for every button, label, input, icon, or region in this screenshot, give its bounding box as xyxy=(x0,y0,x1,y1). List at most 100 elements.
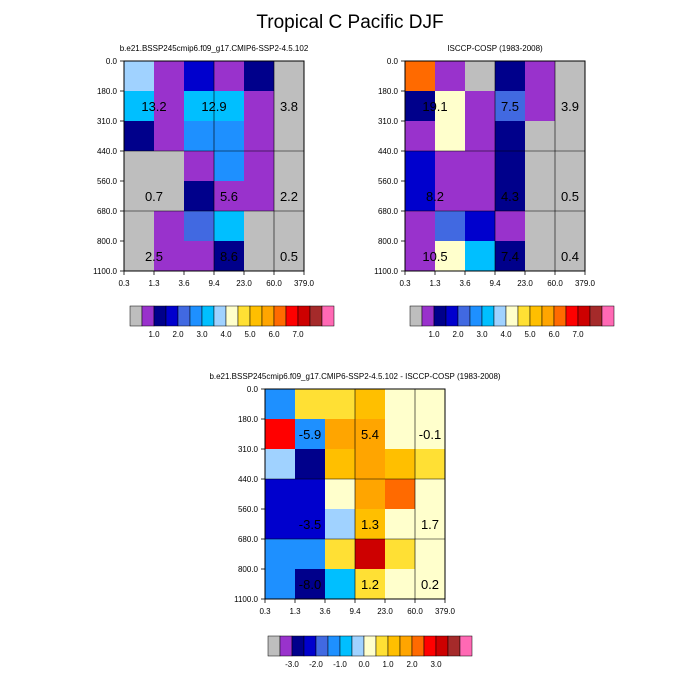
colorbar-swatch xyxy=(279,635,293,657)
heatmap-cell xyxy=(555,91,586,122)
heatmap-cell xyxy=(184,91,215,122)
plots: b.e21.BSSP245cmip6.f09_g17.CMIP6-SSP2-4.… xyxy=(93,44,615,669)
heatmap-cell xyxy=(295,569,326,600)
y-tick-label: 180.0 xyxy=(238,415,259,424)
heatmap-cell xyxy=(555,61,586,92)
y-tick-label: 440.0 xyxy=(97,147,118,156)
heatmap-cell xyxy=(405,61,436,92)
cell-value-label: 8.6 xyxy=(220,249,238,264)
heatmap-cell xyxy=(184,61,215,92)
heatmap-cell xyxy=(405,91,436,122)
heatmap-cell xyxy=(415,509,446,540)
colorbar-label: 7.0 xyxy=(572,330,584,339)
colorbar-label: 5.0 xyxy=(524,330,536,339)
heatmap-cell xyxy=(325,419,356,450)
colorbar-swatch xyxy=(201,305,215,327)
colorbar-swatch xyxy=(517,305,531,327)
heatmap-cell xyxy=(465,121,496,152)
heatmap-cell xyxy=(405,211,436,242)
heatmap-cell xyxy=(435,121,466,152)
heatmap-cell xyxy=(385,419,416,450)
heatmap-cell xyxy=(525,181,556,212)
heatmap-cell xyxy=(495,241,526,272)
cell-value-label: 0.7 xyxy=(145,189,163,204)
heatmap-cell xyxy=(265,389,296,420)
colorbar-swatch xyxy=(363,635,377,657)
cell-value-label: 8.2 xyxy=(426,189,444,204)
colorbar-swatch xyxy=(327,635,341,657)
colorbar-label: 1.0 xyxy=(382,660,394,669)
heatmap-cell xyxy=(525,61,556,92)
heatmap-cell xyxy=(295,449,326,480)
heatmap-cell xyxy=(244,121,275,152)
heatmap-cell xyxy=(415,479,446,510)
colorbar-swatch xyxy=(249,305,263,327)
heatmap-cell xyxy=(555,151,586,182)
cell-value-label: 0.2 xyxy=(421,577,439,592)
x-tick-label: 9.4 xyxy=(208,279,220,288)
cell-value-label: 2.2 xyxy=(280,189,298,204)
colorbar-swatch xyxy=(541,305,555,327)
heatmap-cell xyxy=(244,181,275,212)
heatmap-cell xyxy=(154,61,185,92)
cell-value-label: -0.1 xyxy=(419,427,441,442)
cell-value-label: 1.2 xyxy=(361,577,379,592)
colorbar-swatch xyxy=(273,305,287,327)
heatmap-cell xyxy=(295,539,326,570)
x-tick-label: 1.3 xyxy=(289,607,301,616)
heatmap-cell xyxy=(465,61,496,92)
x-tick-label: 60.0 xyxy=(547,279,563,288)
cell-value-label: 7.5 xyxy=(501,99,519,114)
heatmap-cell xyxy=(325,479,356,510)
x-tick-label: 60.0 xyxy=(407,607,423,616)
colorbar-swatch xyxy=(411,635,425,657)
colorbar-swatch xyxy=(375,635,389,657)
heatmap-cell xyxy=(154,241,185,272)
colorbar-label: 6.0 xyxy=(548,330,560,339)
colorbar-label: 3.0 xyxy=(476,330,488,339)
heatmap-cell xyxy=(124,121,155,152)
colorbar-swatch xyxy=(577,305,591,327)
heatmap-cell xyxy=(495,151,526,182)
heatmap-cell xyxy=(385,479,416,510)
cell-value-label: -3.5 xyxy=(299,517,321,532)
heatmap-cell xyxy=(465,181,496,212)
cell-value-label: 3.9 xyxy=(561,99,579,114)
y-tick-label: 310.0 xyxy=(97,117,118,126)
heatmap-cell xyxy=(385,569,416,600)
heatmap-cell xyxy=(325,389,356,420)
x-tick-label: 23.0 xyxy=(517,279,533,288)
heatmap-cell xyxy=(525,91,556,122)
heatmap-cell xyxy=(244,61,275,92)
x-tick-label: 60.0 xyxy=(266,279,282,288)
y-tick-label: 0.0 xyxy=(106,57,118,66)
heatmap-cell xyxy=(405,241,436,272)
heatmap-cell xyxy=(325,539,356,570)
heatmap-cell xyxy=(265,479,296,510)
heatmap-cell xyxy=(214,91,245,122)
heatmap-cell xyxy=(274,121,305,152)
y-tick-label: 1100.0 xyxy=(93,267,117,276)
heatmap-cell xyxy=(495,121,526,152)
colorbar-swatch xyxy=(387,635,401,657)
heatmap-cell xyxy=(274,241,305,272)
heatmap-cell xyxy=(435,241,466,272)
colorbar-swatch xyxy=(321,305,335,327)
heatmap-cell xyxy=(274,61,305,92)
heatmap-cell xyxy=(214,151,245,182)
heatmap-cell xyxy=(265,419,296,450)
heatmap-cell xyxy=(525,151,556,182)
heatmap-cell xyxy=(154,181,185,212)
heatmap-cell xyxy=(415,419,446,450)
cell-value-label: 0.5 xyxy=(280,249,298,264)
colorbar-swatch xyxy=(457,305,471,327)
heatmap-cell xyxy=(415,569,446,600)
colorbar-swatch xyxy=(141,305,155,327)
heatmap-cell xyxy=(555,241,586,272)
colorbar-label: 2.0 xyxy=(172,330,184,339)
heatmap-cell xyxy=(355,419,386,450)
heatmap-cell xyxy=(355,509,386,540)
colorbar-label: -1.0 xyxy=(333,660,347,669)
cell-value-label: 0.5 xyxy=(561,189,579,204)
y-tick-label: 800.0 xyxy=(378,237,399,246)
